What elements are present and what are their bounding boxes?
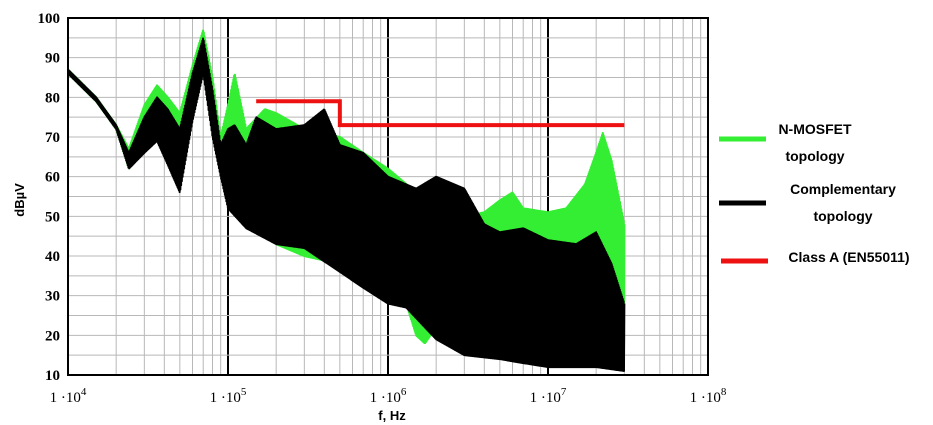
plot-frame [67,17,709,376]
y-tick-label: 40 [45,249,60,265]
legend: N-MOSFET topology Complementary topology Cla… [719,121,910,265]
series-line-0 [66,29,626,345]
x-tick-label: 1 ·107 [530,386,567,406]
y-tick-label: 100 [38,11,61,27]
y-tick-label: 90 [45,51,60,67]
x-tick-label: 1 ·105 [210,386,247,406]
y-tick-label: 30 [45,289,60,305]
y-tick-label: 20 [45,328,60,344]
y-tick-labels: 10 20 30 40 50 60 70 80 90 100 [38,11,61,384]
series-layer [66,29,626,372]
x-tick-labels: 1 ·104 1 ·105 1 ·106 1 ·107 1 ·108 [50,386,727,406]
x-tick-label: 1 ·108 [690,386,727,406]
x-tick-label: 1 ·104 [50,386,87,406]
y-axis-label: dBµV [12,183,27,217]
y-tick-label: 70 [45,130,60,146]
legend-label-1: Complementary [790,181,896,197]
y-tick-label: 60 [45,170,60,186]
legend-label-2: Class A (EN55011) [788,249,909,265]
x-tick-label: 1 ·106 [370,386,407,406]
x-axis-label: f, Hz [378,408,406,423]
y-tick-label: 50 [45,209,60,225]
legend-label-0: N-MOSFET [778,121,852,137]
limit-line-class-a [256,99,625,128]
legend-label-0: topology [785,148,844,164]
y-tick-label: 10 [45,368,60,384]
y-tick-label: 80 [45,90,60,106]
series-line-1 [67,37,626,372]
legend-label-1: topology [813,208,872,224]
